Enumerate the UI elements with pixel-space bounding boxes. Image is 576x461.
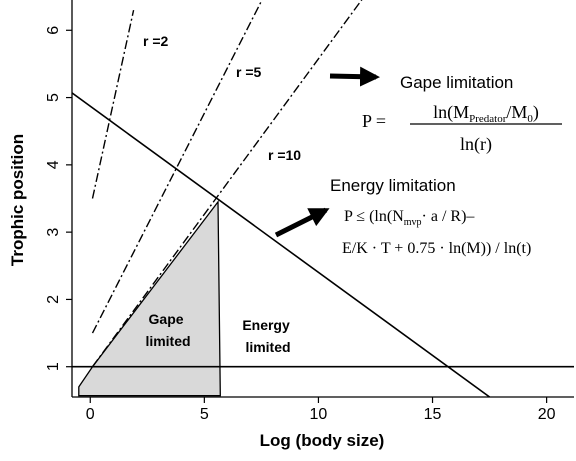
y-tick-label: 5 [45,93,62,102]
gape-limited-region [78,200,221,397]
x-tick-label: 15 [424,406,442,423]
y-tick-label: 4 [45,160,62,169]
y-tick-label: 3 [45,228,62,237]
gape-formula-lhs: P = [362,111,386,131]
y-tick-label: 1 [45,362,62,371]
energy-formula-line1: P ≤ (ln(Nmvp· a / R)– [344,208,475,228]
x-axis-label: Log (body size) [260,431,385,450]
gape-formula-denominator: ln(r) [460,134,492,155]
energy-limitation-title: Energy limitation [330,176,456,195]
energy-arrow [274,207,330,238]
gape-arrow [329,66,380,87]
series-label-r10: r =10 [268,147,301,163]
x-tick-label: 5 [200,406,209,423]
x-tick-label: 20 [538,406,556,423]
series-line-1 [91,0,263,334]
series-label-r2: r =2 [143,33,169,49]
plot-area [72,0,574,397]
energy-limited-label: Energy limited [242,317,293,355]
y-axis-label: Trophic position [8,134,27,266]
y-tick-label: 6 [45,26,62,35]
series-layer [72,0,574,397]
gape-formula-numerator: ln(MPredator/M0) [433,102,539,125]
x-tick-label: 10 [310,406,328,423]
series-line-0 [91,9,135,199]
gape-limited-label: Gape limited [145,311,190,349]
gape-limitation-title: Gape limitation [400,73,513,92]
y-tick-label: 2 [45,295,62,304]
axes: 0 5 10 15 20 1 2 3 4 5 6 [45,0,574,423]
series-line-2 [91,0,363,368]
series-line-3 [72,92,491,397]
energy-formula-line2: E/K · T + 0.75 · ln(M)) / ln(t) [342,240,531,257]
series-label-r5: r =5 [236,64,262,80]
x-tick-label: 0 [86,406,95,423]
